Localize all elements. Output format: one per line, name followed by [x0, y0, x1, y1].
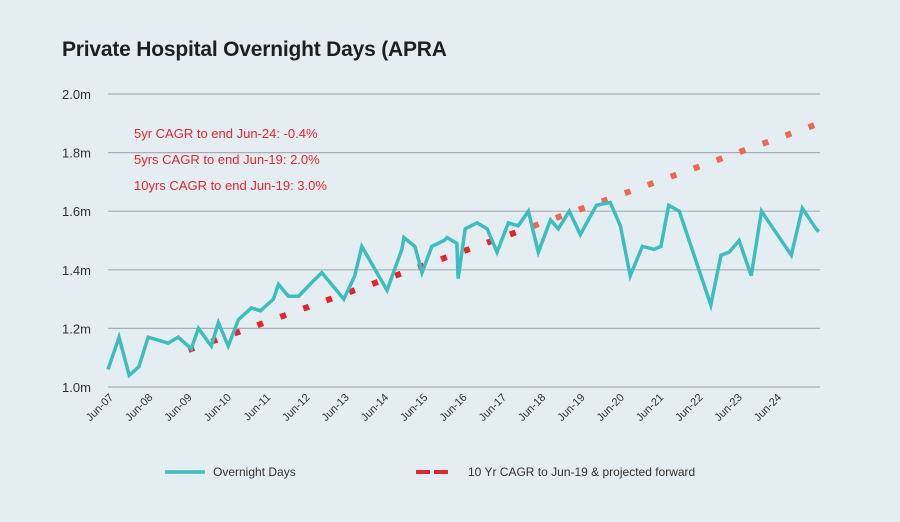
gridlines	[108, 93, 820, 388]
legend-overnight-label: Overnight Days	[213, 465, 296, 479]
cagr-dot	[463, 246, 471, 254]
x-tick-label: Jun-23	[713, 392, 745, 424]
x-tick-label: Jun-20	[595, 392, 627, 424]
cagr-dot	[279, 312, 288, 320]
x-tick-label: Jun-24	[752, 392, 784, 424]
x-tick-label: Jun-17	[477, 392, 509, 424]
x-tick-label: Jun-12	[280, 392, 312, 424]
x-tick-label: Jun-07	[84, 392, 116, 424]
cagr-dot	[508, 229, 517, 238]
cagr-annotation: 5yr CAGR to end Jun-24: -0.4%	[134, 126, 318, 141]
cagr-dot	[554, 213, 563, 221]
cagr-dot	[325, 295, 333, 304]
y-tick-label: 1.0m	[62, 380, 91, 395]
y-tick-label: 1.8m	[62, 146, 91, 161]
y-axis-ticks: 1.0m 1.2m 1.4m 1.6m 1.8m 2.0m	[62, 87, 91, 395]
x-tick-label: Jun-09	[162, 392, 194, 424]
overnight-days-series	[106, 200, 821, 379]
cagr-dot	[784, 130, 793, 139]
y-tick-label: 1.2m	[62, 321, 91, 336]
cagr-annotation: 10yrs CAGR to end Jun-19: 3.0%	[134, 178, 327, 193]
x-tick-label: Jun-10	[202, 392, 234, 424]
x-tick-label: Jun-16	[437, 392, 469, 424]
cagr-dot	[807, 122, 816, 131]
legend-cagr-label: 10 Yr CAGR to Jun-19 & projected forward	[468, 465, 695, 479]
y-tick-label: 1.4m	[62, 263, 91, 278]
cagr-dot	[669, 171, 678, 180]
x-tick-label: Jun-18	[516, 392, 548, 424]
x-tick-label: Jun-21	[634, 392, 666, 424]
cagr-dot	[761, 138, 770, 147]
cagr-dot	[256, 320, 265, 329]
y-tick-label: 2.0m	[62, 87, 91, 102]
x-tick-label: Jun-15	[398, 392, 430, 424]
chart-title: Private Hospital Overnight Days (APRA	[62, 38, 447, 61]
x-tick-label: Jun-11	[242, 392, 274, 424]
y-tick-label: 1.6m	[62, 204, 91, 219]
cagr-annotations: 5yr CAGR to end Jun-24: -0.4% 5yrs CAGR t…	[134, 126, 327, 193]
cagr-dot	[623, 188, 632, 197]
cagr-dot	[440, 254, 448, 263]
cagr-dot	[394, 270, 402, 279]
cagr-annotation: 5yrs CAGR to end Jun-19: 2.0%	[134, 152, 320, 167]
x-axis-ticks: Jun-07 Jun-08 Jun-09 Jun-10 Jun-11 Jun-12 Jun-…	[84, 392, 784, 424]
cagr-dot	[692, 163, 701, 172]
x-tick-label: Jun-22	[673, 392, 705, 424]
cagr-dot	[738, 147, 747, 155]
legend: Overnight Days 10 Yr CAGR to Jun-19 & pr…	[165, 465, 695, 479]
cagr-dot	[715, 155, 724, 164]
cagr-dot	[577, 204, 586, 213]
x-tick-label: Jun-14	[359, 392, 391, 424]
cagr-dot	[646, 180, 655, 188]
x-tick-label: Jun-19	[555, 392, 587, 424]
cagr-dot	[371, 279, 379, 287]
cagr-dot	[302, 303, 310, 312]
overnight-days-line	[106, 200, 821, 379]
x-tick-label: Jun-08	[123, 392, 155, 424]
x-tick-label: Jun-13	[320, 392, 352, 424]
